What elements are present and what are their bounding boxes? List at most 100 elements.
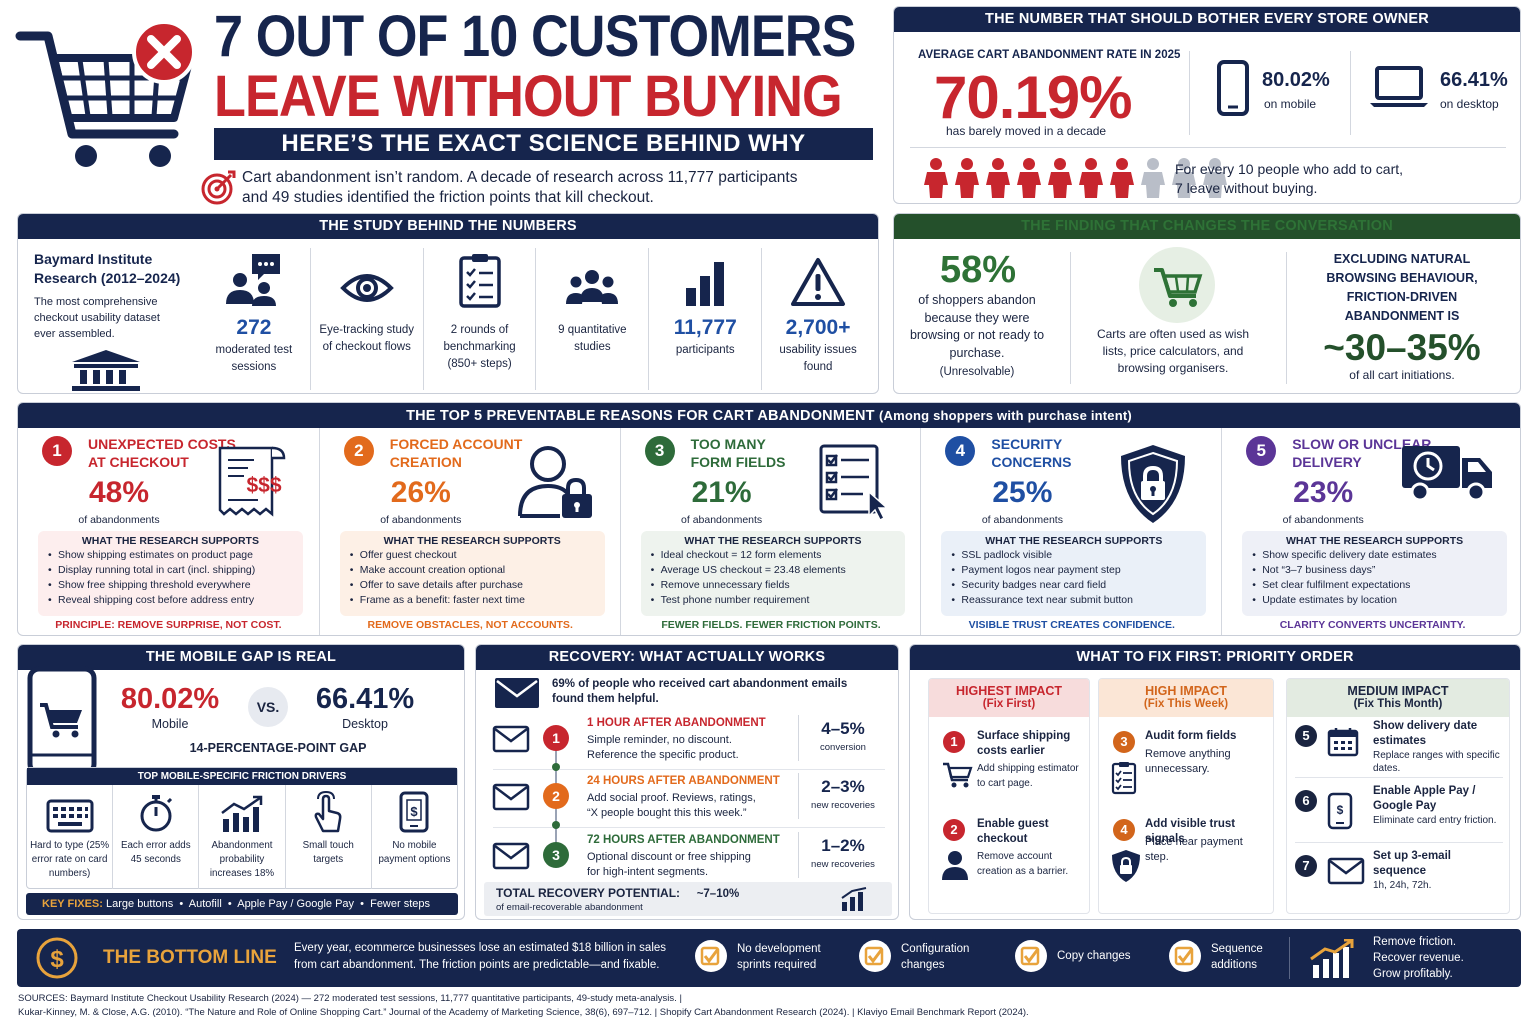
reason-support-box: WHAT THE RESEARCH SUPPORTSShow specific …: [1242, 531, 1507, 616]
finding-panel-header: THE FINDING THAT CHANGES THE CONVERSATIO…: [894, 214, 1520, 239]
check-badge-icon: [693, 938, 729, 974]
priority-item-text: Remove anything unnecessary.: [1145, 748, 1231, 775]
reason-pct: 21%: [691, 476, 752, 509]
reason-support-item: SSL padlock visible: [951, 548, 1196, 563]
friction-driver: $ No mobile payment options: [370, 785, 457, 889]
rate-mobile-label: on mobile: [1264, 97, 1317, 111]
person-icon: [953, 157, 981, 199]
reason-title-line2: CREATION: [389, 454, 462, 470]
reason-pct-label: of abandonments: [78, 514, 160, 526]
drivers-box: TOP MOBILE-SPECIFIC FRICTION DRIVERS Har…: [26, 767, 458, 889]
person-icon: [1170, 157, 1198, 199]
study-item: 11,777 participants: [648, 248, 761, 390]
study-items: 272 moderated test sessions Eye-tracking s…: [198, 248, 874, 390]
gap-vs: VS.: [248, 687, 288, 727]
recovery-header: RECOVERY: WHAT ACTUALLY WORKS: [476, 645, 898, 670]
person-icon: [1077, 157, 1105, 199]
reason-principle: CLARITY CONVERTS UNCERTAINTY.: [1279, 619, 1466, 631]
study-panel-header: THE STUDY BEHIND THE NUMBERS: [18, 214, 878, 239]
people-line1: For every 10 people who add to cart,: [1175, 161, 1404, 177]
study-item-label: usability issues found: [779, 344, 857, 373]
reason-number: 3: [644, 436, 675, 466]
check-label-line1: No development: [737, 943, 821, 955]
recovery-emails-stat: 69% of people who received cart abandonm…: [552, 678, 848, 705]
reason-number: 2: [343, 436, 374, 466]
finding-range: ~30–35%: [1323, 327, 1481, 368]
recovery-panel: RECOVERY: WHAT ACTUALLY WORKS 69% of peo…: [475, 644, 899, 920]
rate-value: 70.19%: [934, 64, 1132, 131]
bottom-line-bar: $ THE BOTTOM LINE Every year, ecommerce …: [17, 929, 1521, 987]
recovery-step-number: 3: [543, 842, 569, 868]
check-label-line2: changes: [901, 959, 945, 971]
finding-pct-text: of shoppers abandon because they were br…: [909, 293, 1045, 360]
cart-circle-icon: [1138, 246, 1216, 324]
recovery-step-title: 72 HOURS AFTER ABANDONMENT: [587, 834, 780, 846]
reason-principle: PRINCIPLE: REMOVE SURPRISE, NOT COST.: [55, 619, 282, 631]
priority-column: HIGH IMPACT (Fix This Week) 3 Audit form fi…: [1098, 678, 1274, 914]
recovery-step-text2: “X people bought this this week.”: [587, 807, 747, 819]
bottom-line-text1: Every year, ecommerce businesses lose an…: [294, 942, 667, 954]
priority-item-title: Show delivery date estimates: [1373, 720, 1478, 747]
study-item-label: Eye-tracking study of checkout flows: [319, 324, 415, 353]
reason-title-line1: SLOW OR UNCLEAR: [1292, 436, 1432, 452]
recovery-step-value: 2–3%: [821, 777, 865, 796]
priority-column-header: HIGH IMPACT (Fix This Week): [1099, 679, 1273, 717]
hero-intro-line1: Cart abandonment isn’t random. A decade …: [242, 169, 798, 186]
key-fixes-bar: KEY FIXES: Large buttons • Autofill • Ap…: [26, 893, 458, 915]
finding-pct: 58%: [939, 249, 1017, 291]
study-item-value: 11,777: [673, 316, 737, 339]
rate-desktop-value: 66.41%: [1440, 69, 1508, 91]
study-item: 272 moderated test sessions: [198, 248, 310, 390]
priority-item-number: 3: [1113, 731, 1135, 753]
reason-support-list: Show shipping estimates on product pageD…: [48, 548, 293, 608]
check-label-line1: Configuration: [901, 943, 970, 955]
priority-item-number: 6: [1295, 790, 1317, 812]
check-badge-icon: [1167, 938, 1203, 974]
calendar-icon: [1327, 727, 1359, 757]
gap-points: 14-PERCENTAGE-POINT GAP: [189, 741, 367, 755]
priority-item-text: Add shipping estimator to cart page.: [977, 763, 1079, 789]
bar-chart-small-icon: [840, 886, 870, 912]
reason-support-item: Frame as a benefit: faster next time: [350, 593, 595, 608]
reason-number: 1: [42, 436, 72, 466]
friction-driver: Abandonment probability increases 18%: [198, 785, 284, 889]
recovery-step-text1: Add social proof. Reviews, ratings,: [587, 792, 756, 804]
gap-desktop-value: 66.41%: [315, 683, 415, 715]
recovery-step-value: 1–2%: [821, 836, 865, 855]
reason-title-line1: UNEXPECTED COSTS: [88, 436, 236, 452]
drivers-header: TOP MOBILE-SPECIFIC FRICTION DRIVERS: [27, 768, 457, 785]
priority-item-text: Place near payment step.: [1145, 836, 1243, 863]
study-item-label: 2 rounds of benchmarking (850+ steps): [443, 324, 516, 370]
priority-item-text: Eliminate card entry friction.: [1373, 815, 1497, 826]
priority-item-title: Enable Apple Pay / Google Pay: [1373, 785, 1476, 812]
friction-driver-label: Abandonment probability increases 18%: [209, 840, 275, 879]
rate-label: AVERAGE CART ABANDONMENT RATE IN 2025: [918, 49, 1181, 61]
reason-support-item: Test phone number requirement: [651, 593, 896, 608]
reason-support-box: WHAT THE RESEARCH SUPPORTSSSL padlock vi…: [941, 531, 1207, 616]
reason-pct: 48%: [88, 476, 150, 509]
shield-icon: [1111, 849, 1141, 883]
svg-text:$: $: [411, 804, 419, 819]
rate-mobile-value: 80.02%: [1262, 69, 1330, 91]
person-icon: [1108, 157, 1136, 199]
abandonment-rate-panel: THE NUMBER THAT SHOULD BOTHER EVERY STOR…: [893, 6, 1521, 204]
cart-icon: [941, 761, 973, 789]
hero-title-line1: 7 OUT OF 10 CUSTOMERS: [214, 4, 856, 69]
study-item-label: participants: [675, 344, 735, 356]
priority-column: MEDIUM IMPACT (Fix This Month) 5 Show deliv…: [1286, 678, 1510, 914]
priority-column-sub: (Fix First): [982, 698, 1036, 710]
recovery-step-value: 4–5%: [821, 719, 865, 738]
reason-support-title: WHAT THE RESEARCH SUPPORTS: [383, 535, 561, 547]
reason-support-box: WHAT THE RESEARCH SUPPORTSOffer guest ch…: [339, 531, 605, 616]
envelope-icon: [492, 783, 530, 811]
reason-number: 5: [1246, 436, 1277, 466]
mobile-cart-icon: [26, 665, 98, 777]
reasons-header-note: (Among shoppers with purchase intent): [878, 408, 1132, 423]
person-icon: [1046, 157, 1074, 199]
reason-title-line2: CONCERNS: [991, 454, 1072, 470]
sources-line1: SOURCES: Baymard Institute Checkout Usab…: [18, 993, 682, 1004]
study-item-value: 2,700+: [785, 316, 851, 339]
shield-lock-icon: [1117, 442, 1189, 526]
sources-line2: Kukar-Kinney, M. & Close, A.G. (2010). “…: [18, 1007, 1029, 1018]
svg-text:$$$: $$$: [246, 474, 281, 497]
